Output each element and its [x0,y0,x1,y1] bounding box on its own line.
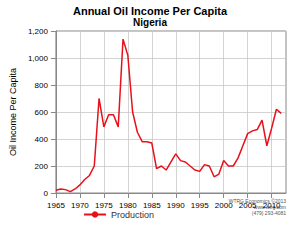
svg-text:(479) 293-4081: (479) 293-4081 [252,210,286,216]
svg-text:Annual Oil Income Per Capita: Annual Oil Income Per Capita [73,5,228,17]
svg-text:Production: Production [111,210,154,220]
svg-text:2000: 2000 [215,201,233,210]
svg-text:1,200: 1,200 [28,27,49,36]
svg-text:1970: 1970 [71,201,89,210]
svg-text:600: 600 [35,108,49,117]
svg-text:800: 800 [35,81,49,90]
svg-text:1980: 1980 [119,201,137,210]
svg-text:200: 200 [35,162,49,171]
svg-text:2010: 2010 [263,201,281,210]
svg-text:Nigeria: Nigeria [133,17,167,28]
svg-text:1975: 1975 [95,201,113,210]
svg-text:1985: 1985 [143,201,161,210]
svg-text:WTRG Economics ©2013: WTRG Economics ©2013 [228,197,286,204]
svg-text:0: 0 [43,189,48,198]
svg-text:1995: 1995 [191,201,209,210]
svg-text:1,000: 1,000 [28,54,49,63]
svg-text:400: 400 [35,135,49,144]
svg-text:1965: 1965 [47,201,65,210]
svg-text:Oil Income Per Capita: Oil Income Per Capita [8,68,18,156]
svg-text:2005: 2005 [239,201,257,210]
svg-text:1990: 1990 [167,201,185,210]
